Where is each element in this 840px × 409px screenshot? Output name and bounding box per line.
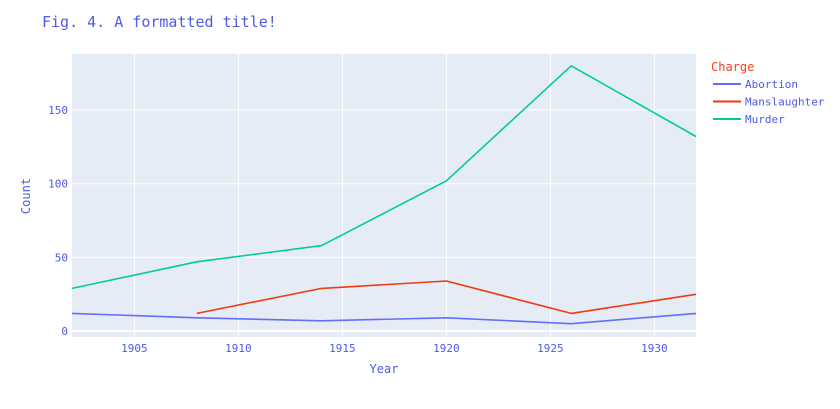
plot-area (72, 54, 696, 337)
x-tick-label: 1920 (433, 342, 460, 355)
legend-label: Abortion (745, 78, 798, 91)
y-tick-label: 0 (61, 325, 68, 338)
legend-item-manslaughter[interactable]: Manslaughter (713, 96, 825, 109)
y-axis-ticks: 0 50 100 150 (48, 104, 68, 338)
y-gridlines (72, 109, 696, 333)
legend-item-murder[interactable]: Murder (713, 113, 785, 126)
legend-label: Murder (745, 113, 785, 126)
x-tick-label: 1915 (329, 342, 356, 355)
x-tick-label: 1925 (537, 342, 564, 355)
x-gridlines (133, 54, 655, 337)
chart-title: Fig. 4. A formatted title! (42, 13, 277, 31)
x-tick-label: 1910 (225, 342, 252, 355)
series-line-abortion (71, 312, 697, 325)
y-tick-label: 100 (48, 178, 68, 191)
y-axis-label: Count (19, 178, 33, 214)
y-tick-label: 150 (48, 104, 68, 117)
series-lines (71, 65, 697, 325)
legend-title: Charge (711, 60, 754, 74)
legend-label: Manslaughter (745, 96, 825, 109)
legend[interactable]: Charge Abortion Manslaughter Murder (711, 60, 825, 126)
x-axis-ticks: 1905 1910 1915 1920 1925 1930 (121, 342, 668, 355)
x-tick-label: 1930 (641, 342, 668, 355)
legend-item-abortion[interactable]: Abortion (713, 78, 798, 91)
y-tick-label: 50 (55, 251, 68, 264)
x-axis-label: Year (370, 362, 399, 376)
series-line-manslaughter (196, 280, 697, 315)
series-line-murder (71, 65, 697, 290)
x-tick-label: 1905 (121, 342, 148, 355)
